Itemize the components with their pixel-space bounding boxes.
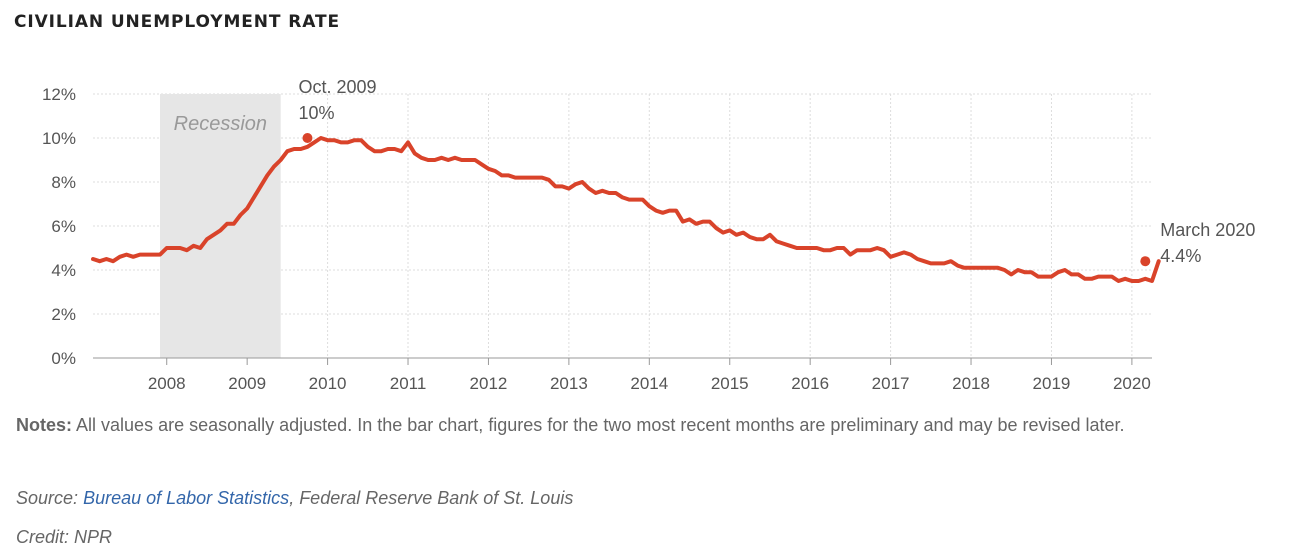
- y-tick-label: 2%: [51, 305, 76, 324]
- series: [91, 136, 1161, 283]
- x-tick-label: 2013: [550, 374, 588, 393]
- y-tick-label: 8%: [51, 173, 76, 192]
- x-tick-label: 2010: [309, 374, 347, 393]
- recession-label: Recession: [174, 113, 267, 135]
- chart-title: CIVILIAN UNEMPLOYMENT RATE: [14, 12, 340, 32]
- x-tick-label: 2018: [952, 374, 990, 393]
- source-label: Source:: [16, 488, 79, 508]
- annotation-label-value: 4.4%: [1160, 246, 1201, 266]
- annotations: Oct. 2009 10% March 2020 4.4%: [298, 77, 1255, 267]
- recession-band: Recession: [160, 94, 281, 358]
- source-link-bls[interactable]: Bureau of Labor Statistics: [83, 488, 290, 508]
- chart-credit: Credit: NPR: [16, 527, 113, 547]
- x-tick-label: 2017: [872, 374, 910, 393]
- x-tick-label: 2011: [390, 374, 427, 393]
- unemployment-rate-line: [91, 136, 1161, 283]
- notes-label: Notes:: [16, 415, 73, 435]
- x-tick-label: 2009: [228, 374, 266, 393]
- x-tick-label: 2020: [1113, 374, 1151, 393]
- chart-source: Source: Bureau of Labor Statistics, Fede…: [16, 488, 573, 509]
- x-tick-label: 2016: [791, 374, 829, 393]
- x-tick-label: 2015: [711, 374, 749, 393]
- x-tick-label: 2019: [1033, 374, 1071, 393]
- notes-text: All values are seasonally adjusted. In t…: [76, 415, 1125, 435]
- annotation-label-date: Oct. 2009: [298, 77, 376, 97]
- recession-shade: [160, 94, 281, 358]
- y-tick-label: 12%: [42, 85, 76, 104]
- chart-notes: Notes: All values are seasonally adjuste…: [16, 415, 1125, 436]
- unemployment-line-chart: Recession 0% 2% 4% 6% 8% 10% 12% 2008 2009 2010 20…: [42, 77, 1255, 393]
- x-tick-label: 2014: [630, 374, 668, 393]
- x-tick-label: 2008: [148, 374, 186, 393]
- y-tick-label: 10%: [42, 129, 76, 148]
- axes: 0% 2% 4% 6% 8% 10% 12% 2008 2009 2010 2011 2012 2013…: [42, 85, 1152, 393]
- source-rest: , Federal Reserve Bank of St. Louis: [289, 488, 574, 508]
- x-tick-label: 2012: [470, 374, 508, 393]
- y-tick-label: 6%: [51, 217, 76, 236]
- annotation-label-value: 10%: [298, 103, 334, 123]
- y-tick-label: 0%: [51, 349, 76, 368]
- annotation-point: [302, 133, 313, 143]
- annotation-point: [1140, 256, 1151, 267]
- annotation-label-date: March 2020: [1160, 220, 1255, 240]
- y-tick-label: 4%: [51, 261, 76, 280]
